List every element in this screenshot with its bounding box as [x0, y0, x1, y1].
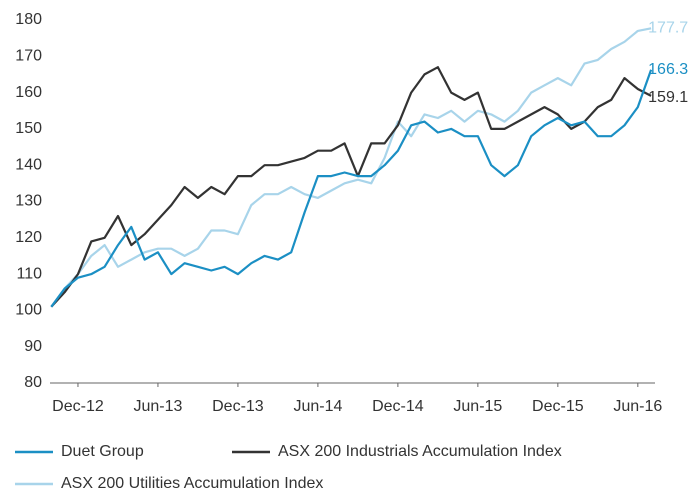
y-tick-label: 160	[15, 84, 42, 101]
x-tick-label: Jun-16	[613, 398, 662, 415]
legend-label: ASX 200 Industrials Accumulation Index	[278, 443, 562, 460]
x-tick-label: Dec-13	[212, 398, 264, 415]
y-tick-label: 120	[15, 229, 42, 246]
x-tick-label: Jun-14	[293, 398, 342, 415]
y-tick-label: 100	[15, 302, 42, 319]
x-tick-label: Dec-15	[532, 398, 584, 415]
y-tick-label: 140	[15, 156, 42, 173]
series-line	[50, 69, 653, 308]
end-label: 159.1	[648, 89, 688, 106]
x-tick-label: Dec-14	[372, 398, 424, 415]
y-tick-label: 170	[15, 48, 42, 65]
legend-label: ASX 200 Utilities Accumulation Index	[61, 475, 323, 492]
y-tick-label: 90	[24, 338, 42, 355]
x-tick-label: Dec-12	[52, 398, 104, 415]
series-line	[50, 27, 652, 308]
end-label: 166.3	[648, 61, 688, 78]
x-tick-label: Jun-13	[133, 398, 182, 415]
y-tick-label: 110	[16, 265, 42, 282]
series-line	[50, 66, 652, 308]
y-tick-label: 150	[15, 120, 42, 137]
y-tick-label: 180	[15, 11, 42, 28]
legend-label: Duet Group	[61, 443, 144, 460]
y-tick-label: 130	[15, 193, 42, 210]
end-label: 177.7	[648, 20, 688, 37]
y-tick-label: 80	[24, 374, 42, 391]
x-tick-label: Jun-15	[453, 398, 502, 415]
